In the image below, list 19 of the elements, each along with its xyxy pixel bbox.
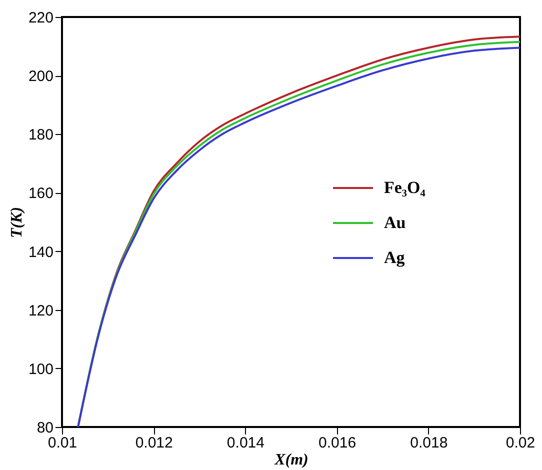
legend-label: Ag <box>384 248 406 267</box>
y-tick-label: 160 <box>28 185 54 202</box>
x-axis-title: X(m) <box>274 452 308 468</box>
y-tick-label: 140 <box>28 244 54 261</box>
legend-label: Au <box>384 213 406 232</box>
y-tick-label: 220 <box>28 10 54 26</box>
x-tick-label: 0.018 <box>410 434 448 452</box>
x-tick-label: 0.01 <box>48 434 78 452</box>
y-tick-label: 120 <box>28 302 54 320</box>
y-tick-label: 80 <box>36 420 54 436</box>
x-tick-label: 0.02 <box>506 434 536 452</box>
y-tick-label: 200 <box>28 68 54 86</box>
y-tick-label: 180 <box>28 126 54 144</box>
x-tick-label: 0.012 <box>135 434 173 452</box>
y-axis-title: T(K) <box>8 206 26 238</box>
x-tick-label: 0.016 <box>318 434 356 452</box>
x-tick-label: 0.014 <box>226 434 264 452</box>
legend-label: Fe₃O₄ <box>384 178 426 197</box>
y-tick-label: 100 <box>28 360 54 378</box>
